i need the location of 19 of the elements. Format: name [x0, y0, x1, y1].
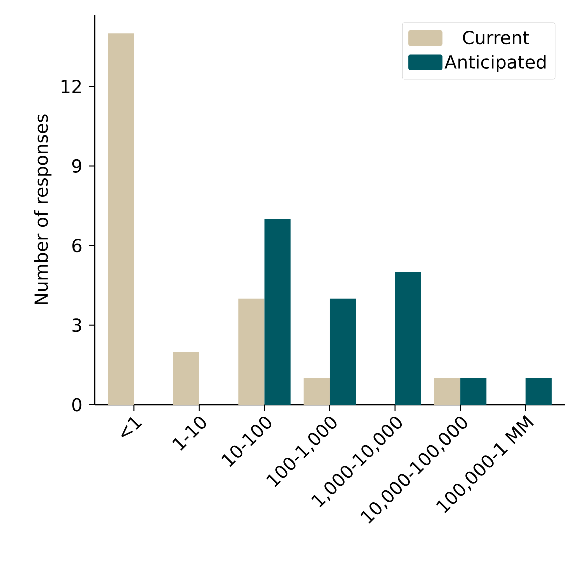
bar [304, 378, 330, 405]
y-axis-title: Number of responses [34, 114, 52, 304]
y-tick-label: 9 [72, 159, 82, 174]
bar [264, 219, 291, 405]
bar [330, 298, 356, 405]
x-tick-label: <1 [122, 417, 142, 438]
legend-label: Anticipated [444, 55, 546, 72]
bar [395, 272, 422, 405]
bar [108, 34, 134, 405]
bar [526, 378, 552, 405]
y-tick-label: 12 [62, 80, 81, 94]
y-tick-label: 0 [72, 398, 82, 412]
legend-label: Current [463, 31, 530, 45]
bar [460, 378, 487, 405]
bar [434, 378, 461, 405]
y-tick-label: 3 [72, 318, 82, 332]
bar [173, 352, 200, 405]
y-tick-label: 6 [72, 239, 82, 253]
bar [238, 298, 265, 405]
